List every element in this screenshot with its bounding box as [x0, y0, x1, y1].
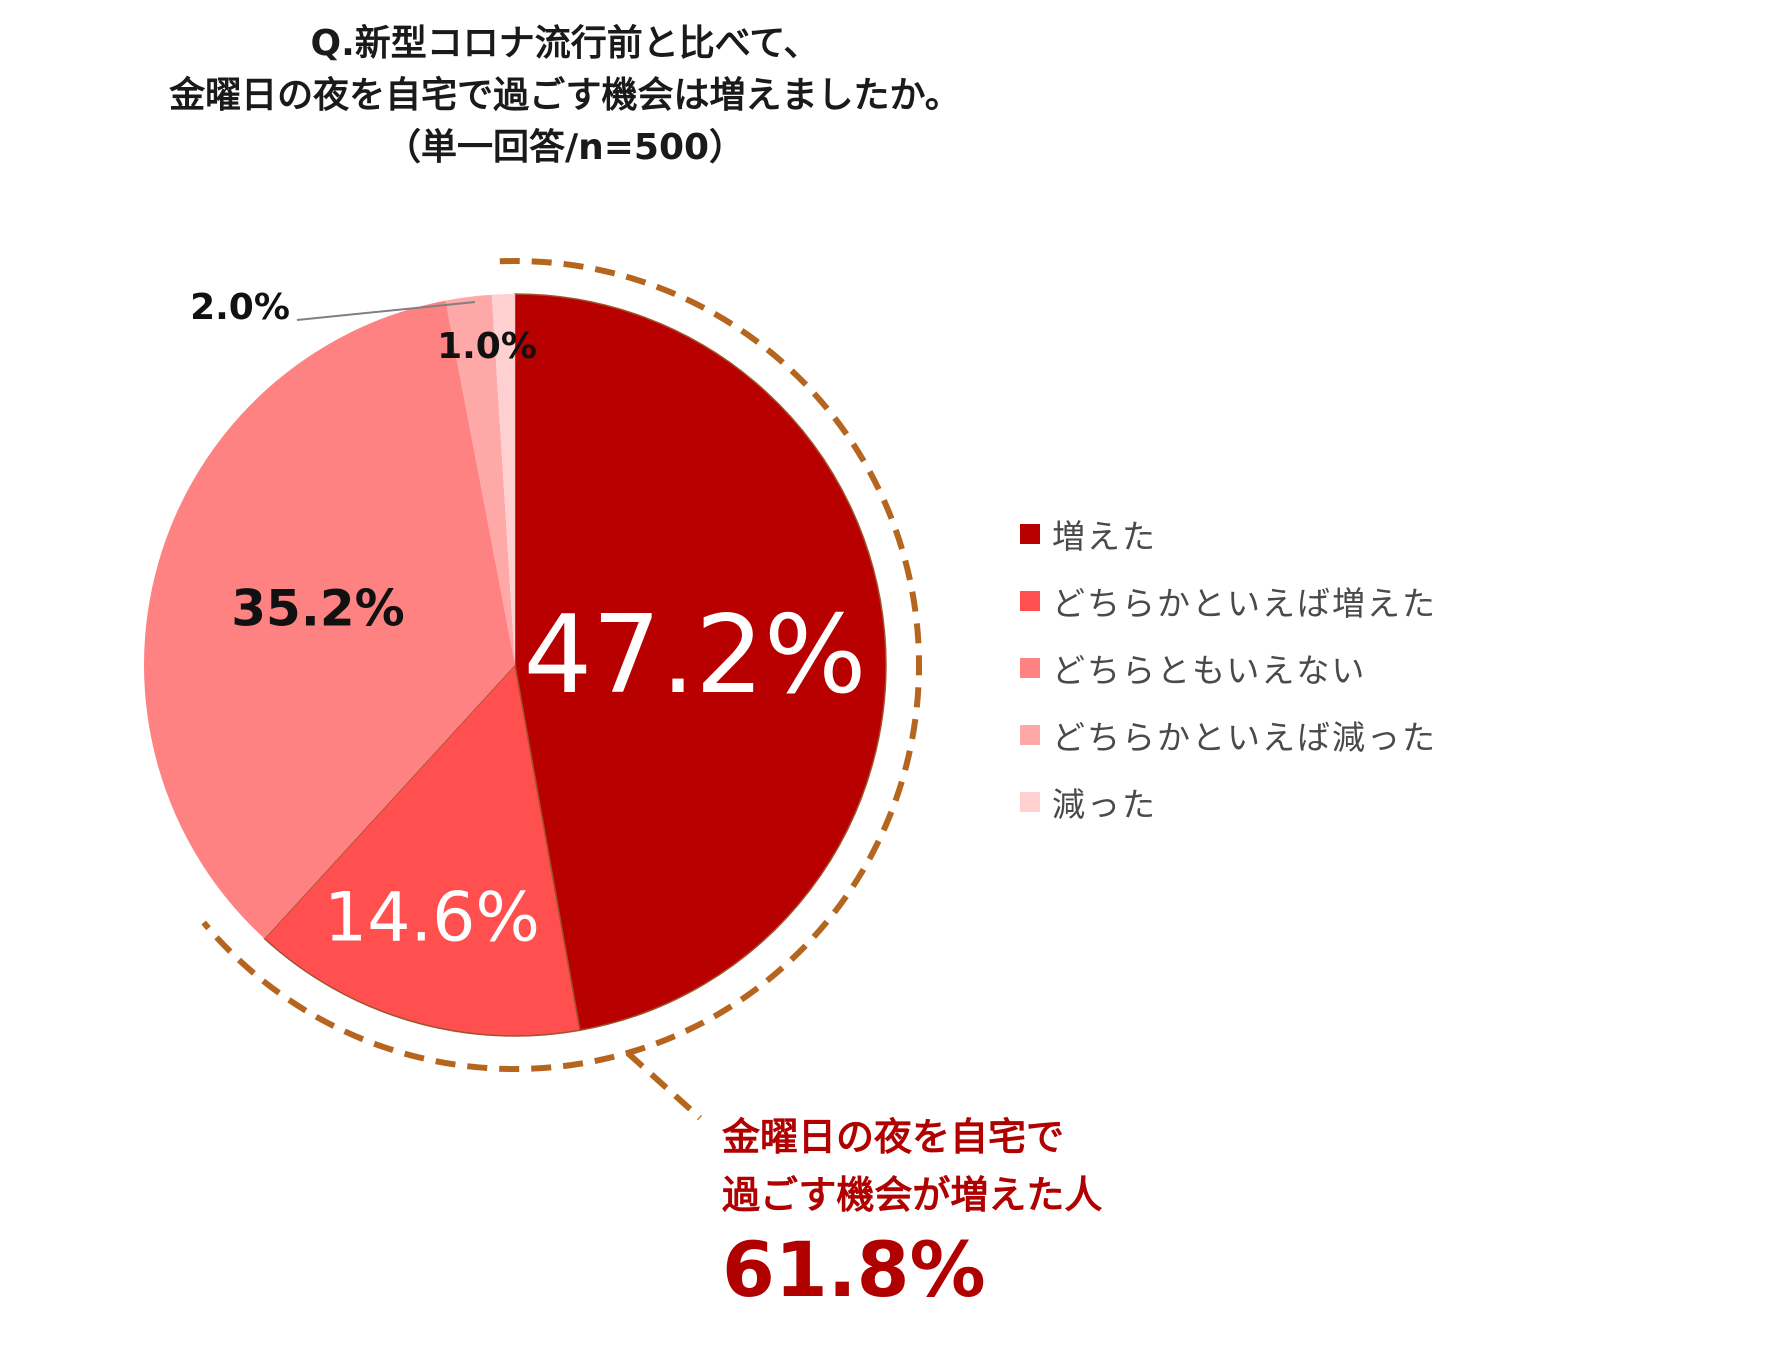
pie-slice-increased [514, 293, 887, 1032]
label-decreased: 1.0% [437, 326, 537, 367]
chart-legend: 増えた どちらかといえば増えた どちらともいえない どちらかといえば減った 減っ… [1020, 500, 1437, 835]
legend-label: 減った [1052, 784, 1157, 824]
leader-line [296, 301, 476, 321]
legend-swatch [1020, 590, 1040, 611]
legend-item-neutral: どちらともいえない [1020, 634, 1437, 701]
chart-title-line-1: Q.新型コロナ流行前と比べて、 [310, 23, 820, 64]
legend-label: 増えた [1052, 516, 1157, 556]
pie-slice-decreased [491, 294, 515, 665]
highlight-callout: 金曜日の夜を自宅で 過ごす機会が増えた人 61.8% [722, 1108, 1102, 1316]
legend-item-increased: 増えた [1020, 500, 1437, 567]
label-neutral: 35.2% [231, 580, 404, 638]
pie-slice-somewhat-increased [263, 663, 581, 1037]
legend-label: どちらかといえば減った [1052, 717, 1437, 757]
label-somewhat-decreased: 2.0% [190, 287, 290, 328]
callout-value: 61.8% [722, 1225, 986, 1314]
chart-title-line-3: （単一回答/n=500） [384, 127, 746, 168]
pie-slice-neutral [143, 300, 515, 939]
legend-item-decreased: 減った [1020, 768, 1437, 835]
legend-item-somewhat-increased: どちらかといえば増えた [1020, 567, 1437, 634]
pie-slice-somewhat-decreased [445, 294, 515, 665]
chart-title-line-2: 金曜日の夜を自宅で過ごす機会は増えましたか。 [169, 75, 961, 116]
legend-swatch [1020, 657, 1040, 678]
legend-label: どちらかといえば増えた [1052, 583, 1437, 623]
label-somewhat-increased: 14.6% [324, 879, 540, 958]
highlight-ring [201, 258, 922, 1072]
callout-line-1: 金曜日の夜を自宅で [722, 1115, 1065, 1159]
chart-title: Q.新型コロナ流行前と比べて、 金曜日の夜を自宅で過ごす機会は増えましたか。 （… [0, 18, 1130, 174]
callout-line-2: 過ごす機会が増えた人 [722, 1173, 1103, 1217]
legend-item-somewhat-decreased: どちらかといえば減った [1020, 701, 1437, 768]
legend-swatch [1020, 791, 1040, 812]
legend-swatch [1020, 523, 1040, 544]
legend-swatch [1020, 724, 1040, 745]
callout-connector [625, 1050, 703, 1121]
legend-label: どちらともいえない [1052, 650, 1367, 690]
label-increased: 47.2% [523, 593, 866, 718]
